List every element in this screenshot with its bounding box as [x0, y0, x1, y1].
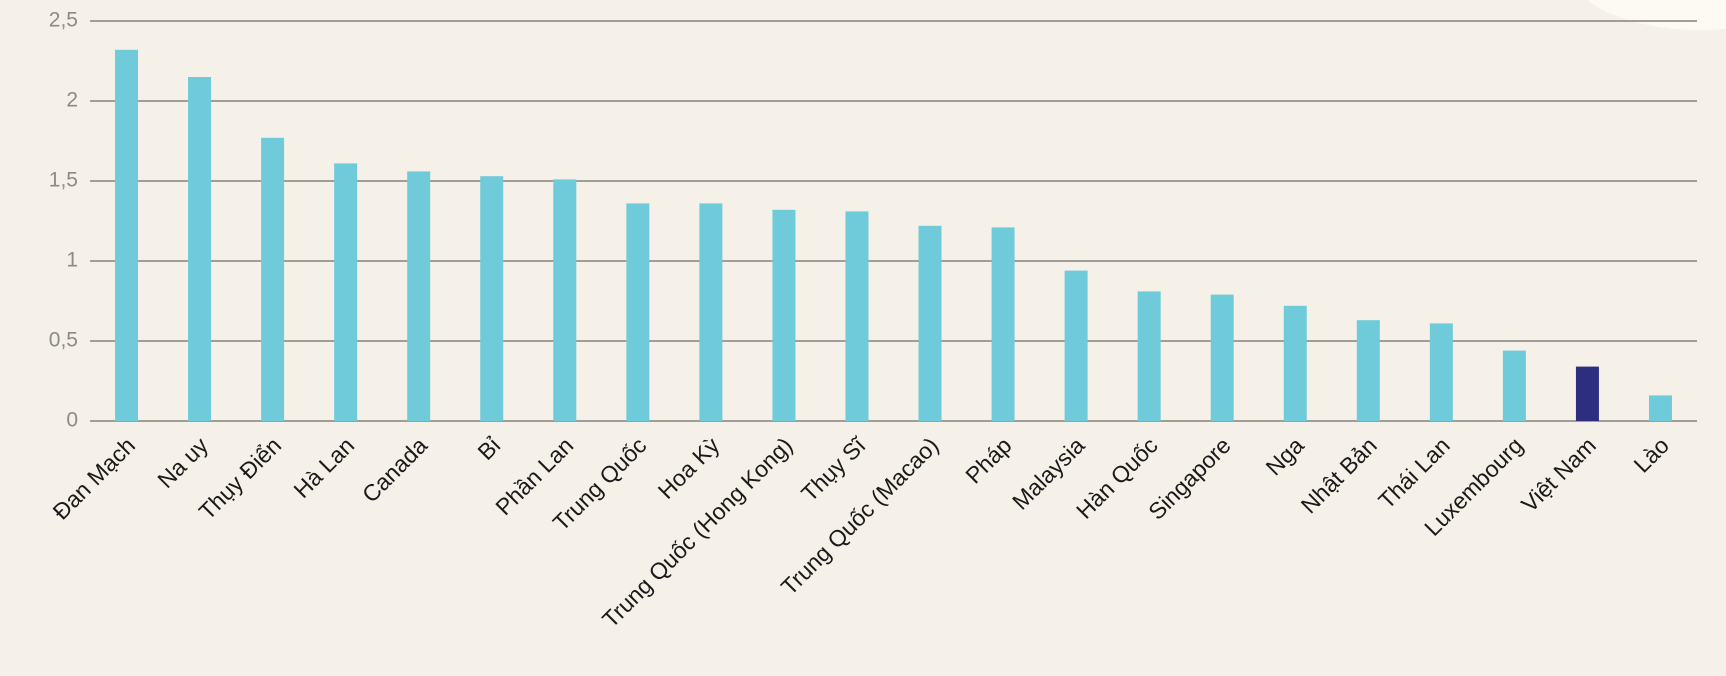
- x-tick-label: Canada: [357, 432, 433, 508]
- x-tick-label: Lào: [1628, 432, 1674, 478]
- bar: [1210, 294, 1234, 421]
- bar: [1429, 323, 1453, 421]
- bar: [845, 211, 869, 421]
- y-tick-label: 0,5: [49, 329, 78, 352]
- bar: [1137, 291, 1161, 421]
- x-tick-label: Hoa Kỳ: [653, 432, 725, 504]
- decor-blob: [1587, 0, 1726, 30]
- bar: [1648, 395, 1672, 421]
- bar: [772, 209, 796, 421]
- x-tick-label: Nga: [1261, 432, 1309, 480]
- y-tick-label: 0: [66, 409, 78, 432]
- bar: [1575, 366, 1599, 421]
- x-tick-label: Hà Lan: [288, 432, 359, 503]
- bar: [261, 137, 285, 422]
- bar: [1283, 305, 1307, 421]
- bar: [334, 163, 358, 421]
- x-tick-label: Việt Nam: [1516, 432, 1601, 517]
- bar: [115, 49, 139, 422]
- bar: [480, 176, 504, 421]
- y-tick-label: 2,5: [49, 9, 78, 32]
- x-tick-label: Bỉ: [472, 432, 505, 465]
- y-tick-label: 1,5: [49, 169, 78, 192]
- bar: [553, 179, 577, 421]
- x-tick-label: Đan Mạch: [48, 432, 141, 525]
- bar: [1502, 350, 1526, 421]
- bar: [1356, 320, 1380, 421]
- y-tick-label: 2: [66, 89, 78, 112]
- x-tick-label: Nhật Bản: [1296, 432, 1382, 518]
- x-tick-label: Thụy Sĩ: [796, 431, 872, 507]
- bar: [1064, 270, 1088, 421]
- y-tick-label: 1: [66, 249, 78, 272]
- bar: [626, 203, 650, 421]
- x-tick-label: Na uy: [152, 432, 213, 493]
- bar: [991, 227, 1015, 421]
- bar: [188, 77, 212, 421]
- bar: [699, 203, 723, 421]
- x-tick-label: Pháp: [960, 432, 1016, 488]
- bar: [407, 171, 431, 421]
- bar: [918, 225, 942, 421]
